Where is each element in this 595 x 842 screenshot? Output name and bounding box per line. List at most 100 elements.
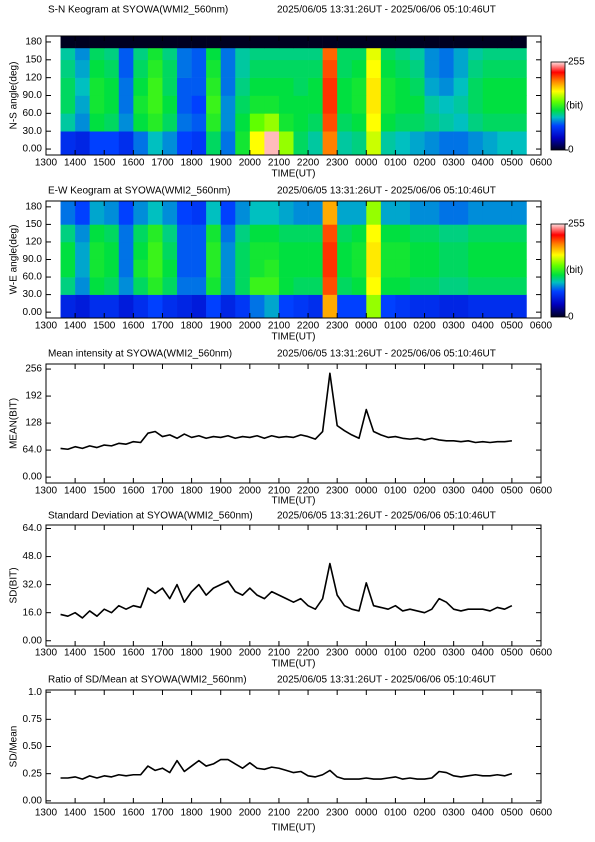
heatmap-cell (191, 95, 207, 114)
x-tick-label: 0600 (530, 808, 553, 819)
x-tick-label: 1800 (180, 486, 203, 497)
x-tick-label: 0600 (530, 321, 553, 332)
heatmap-cell (249, 241, 265, 260)
heatmap-cell (337, 131, 353, 156)
heatmap-cell (133, 77, 149, 96)
y-tick-label: 180 (25, 37, 42, 48)
heatmap-cell (395, 47, 411, 61)
y-tick-label: 0.00 (23, 307, 43, 318)
heatmap-cell (249, 294, 265, 319)
heatmap-cell (118, 47, 134, 61)
heatmap-cell (439, 95, 454, 114)
heatmap-cell (133, 47, 149, 61)
heatmap-cell (133, 259, 149, 278)
x-tick-label: 1500 (93, 158, 116, 169)
heatmap-cell (380, 59, 396, 78)
heatmap-cell (104, 241, 120, 260)
heatmap-cell (249, 131, 265, 156)
heatmap-cell (482, 224, 498, 243)
heatmap-cell (162, 224, 178, 243)
heatmap-cell (206, 59, 222, 78)
chart-subtitle: 2025/06/05 13:31:26UT - 2025/06/06 05:10… (277, 5, 496, 16)
heatmap-cell (308, 224, 323, 243)
heatmap-cell (439, 201, 454, 225)
heatmap-cell (337, 224, 353, 243)
heatmap-cell (75, 294, 90, 319)
heatmap-cell (482, 77, 498, 96)
heatmap-cell (249, 113, 265, 132)
heatmap-cell (278, 277, 294, 295)
heatmap-cell (104, 77, 120, 96)
heatmap-cell (337, 77, 353, 96)
heatmap-cell (453, 224, 469, 243)
heatmap-cell (60, 47, 76, 61)
heatmap-cell (511, 36, 527, 49)
heatmap-cell (337, 36, 353, 49)
heatmap-cell (104, 95, 120, 114)
data-line (60, 758, 513, 780)
heatmap-cell (308, 294, 323, 319)
heatmap-cell (409, 259, 425, 278)
heatmap-cell (249, 77, 265, 96)
colorbar-label: (bit) (566, 101, 583, 112)
heatmap-cell (177, 47, 192, 61)
heatmap-cell (60, 201, 76, 225)
heatmap-cell (89, 113, 105, 132)
x-tick-label: 0200 (413, 648, 436, 659)
heatmap-cell (75, 224, 90, 243)
heatmap-cell (409, 77, 425, 96)
heatmap-cell (60, 113, 76, 132)
heatmap-cell (162, 59, 178, 78)
x-tick-label: 1700 (151, 486, 174, 497)
heatmap-cell (220, 36, 236, 49)
heatmap-cell (89, 224, 105, 243)
heatmap-cell (177, 241, 192, 260)
heatmap-cell (162, 259, 178, 278)
chart-subtitle: 2025/06/05 13:31:26UT - 2025/06/06 05:10… (277, 675, 496, 686)
heatmap-cell (395, 59, 411, 78)
heatmap-cell (235, 241, 251, 260)
heatmap-cell (439, 131, 454, 156)
heatmap-cell (191, 241, 207, 260)
x-tick-label: 1900 (210, 648, 233, 659)
heatmap-cell (409, 131, 425, 156)
heatmap-cell (235, 294, 251, 319)
heatmap-cell (453, 131, 469, 156)
heatmap-cell (118, 277, 134, 295)
heatmap-cell (424, 241, 440, 260)
heatmap-cell (206, 113, 222, 132)
heatmap-cell (497, 224, 513, 243)
heatmap-cell (293, 241, 309, 260)
heatmap-cell (395, 224, 411, 243)
heatmap-cell (380, 77, 396, 96)
heatmap-cell (293, 59, 309, 78)
y-axis-label: SD/Mean (9, 726, 20, 768)
heatmap-cell (220, 113, 236, 132)
heatmap-cell (133, 95, 149, 114)
heatmap-cell (439, 113, 454, 132)
heatmap-cell (497, 36, 513, 49)
x-tick-label: 1800 (180, 808, 203, 819)
colorbar (550, 61, 566, 151)
heatmap-cell (497, 294, 513, 319)
y-tick-label: 0.25 (23, 768, 43, 779)
heatmap-cell (497, 47, 513, 61)
colorbar-label: (bit) (566, 265, 583, 276)
heatmap-cell (206, 36, 222, 49)
x-tick-label: 2300 (326, 158, 349, 169)
heatmap-cell (293, 131, 309, 156)
heatmap-cell (366, 224, 382, 243)
heatmap-cell (89, 277, 105, 295)
x-tick-label: 1300 (35, 321, 58, 332)
heatmap-cell (235, 224, 251, 243)
heatmap-cell (511, 131, 527, 156)
heatmap-cell (89, 131, 105, 156)
x-tick-label: 1400 (64, 486, 87, 497)
heatmap-cell (293, 294, 309, 319)
heatmap-cell (60, 259, 76, 278)
x-tick-label: 0000 (355, 158, 378, 169)
heatmap-cell (322, 241, 338, 260)
heatmap-cell (351, 241, 367, 260)
heatmap-cell (453, 294, 469, 319)
